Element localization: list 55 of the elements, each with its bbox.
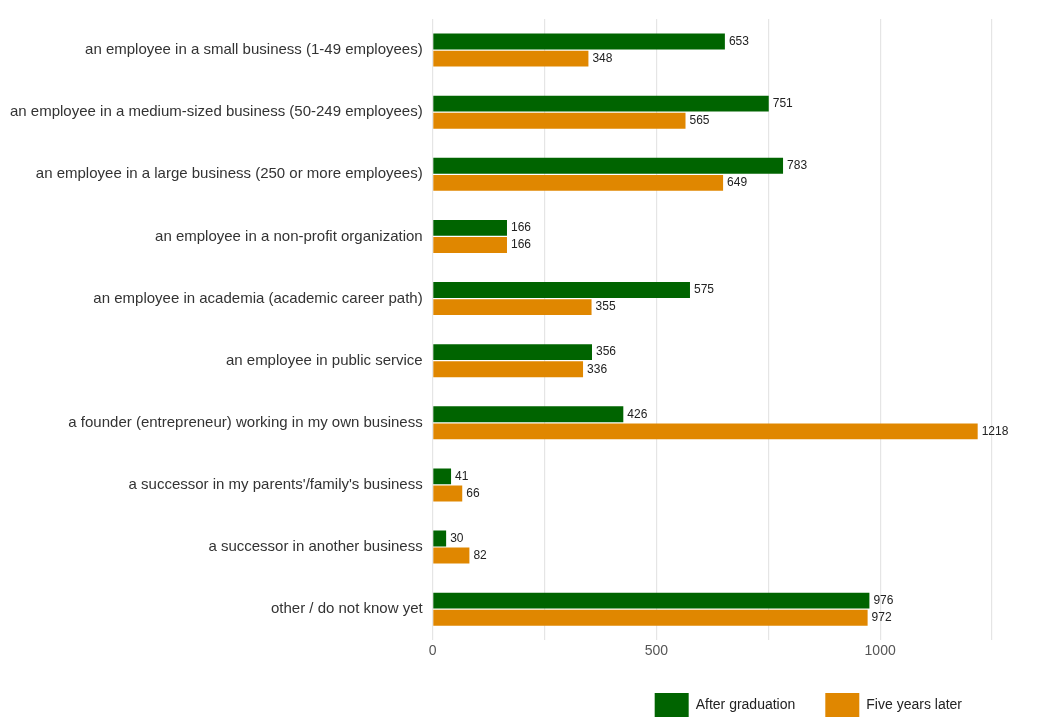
y-tick-label: an employee in a large business (250 or more employees) xyxy=(35,164,423,182)
y-tick-label: a successor in my parents'/family's business xyxy=(128,475,423,493)
x-tick-label: 500 xyxy=(644,642,669,659)
data-label: 66 xyxy=(466,485,480,500)
bar xyxy=(433,423,978,440)
bar xyxy=(433,95,769,112)
data-label: 30 xyxy=(450,530,464,545)
bar xyxy=(433,174,724,191)
y-tick-label: other / do not know yet xyxy=(270,599,424,617)
bar xyxy=(433,157,784,174)
y-tick-label: an employee in a non-profit organization xyxy=(155,226,423,244)
legend-label: Five years later xyxy=(866,695,963,712)
data-label: 565 xyxy=(689,113,710,128)
data-label: 82 xyxy=(473,547,488,562)
legend-label: After graduation xyxy=(695,695,796,712)
bar xyxy=(433,219,507,236)
data-label: 41 xyxy=(455,468,469,483)
data-label: 976 xyxy=(873,592,894,607)
data-label: 653 xyxy=(728,33,750,48)
bar xyxy=(433,50,589,67)
y-tick-label: an employee in academia (academic career path) xyxy=(93,288,423,306)
data-label: 1218 xyxy=(981,423,1009,438)
bar xyxy=(433,592,870,609)
bar xyxy=(433,530,447,547)
bar xyxy=(433,237,507,253)
data-label: 783 xyxy=(787,158,808,173)
x-tick-label: 0 xyxy=(428,642,437,659)
data-label: 355 xyxy=(595,299,616,314)
bar xyxy=(433,406,624,423)
data-label: 649 xyxy=(727,175,748,190)
data-label: 348 xyxy=(592,50,613,65)
bar xyxy=(433,344,592,361)
data-label: 336 xyxy=(587,361,608,376)
y-tick-label: an employee in a small business (1-49 employees) xyxy=(85,40,423,58)
y-tick-label: a successor in another business xyxy=(208,537,423,555)
x-tick-label: 1000 xyxy=(864,642,896,659)
bar xyxy=(433,468,452,485)
y-tick-label: an employee in public service xyxy=(225,350,423,368)
bar xyxy=(433,361,584,378)
data-label: 972 xyxy=(871,609,892,624)
data-label: 751 xyxy=(772,95,794,110)
bar xyxy=(433,282,690,298)
bar xyxy=(433,547,470,564)
bar xyxy=(433,609,868,626)
bar xyxy=(433,485,463,502)
data-label: 166 xyxy=(510,220,532,235)
data-label: 575 xyxy=(693,282,715,297)
bar xyxy=(433,299,592,316)
data-label: 426 xyxy=(627,406,648,421)
data-label: 166 xyxy=(510,237,532,252)
bar xyxy=(433,112,686,129)
y-tick-label: an employee in a medium-sized business (50-249 employees) xyxy=(9,102,423,120)
y-tick-label: a founder (entrepreneur) working in my own business xyxy=(68,412,423,430)
bar xyxy=(433,33,725,50)
data-label: 356 xyxy=(596,344,617,359)
